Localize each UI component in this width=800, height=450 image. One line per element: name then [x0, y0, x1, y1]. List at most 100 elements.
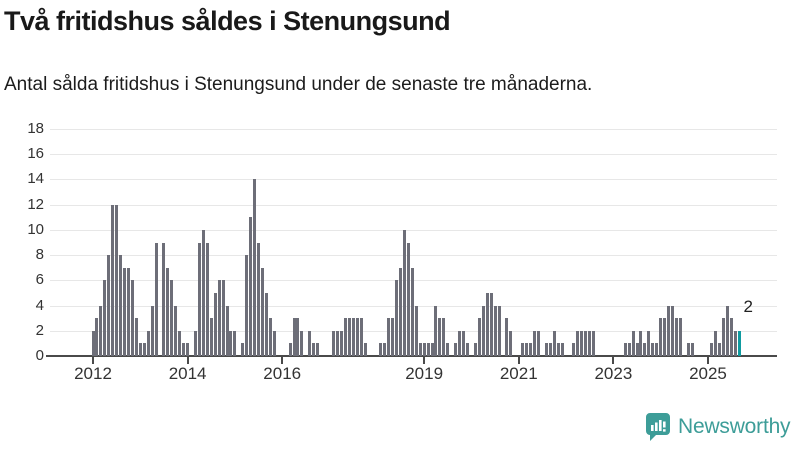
newsworthy-logo-text: Newsworthy: [678, 415, 791, 438]
x-axis-tick-label: 2014: [168, 364, 207, 383]
bar: [485, 292, 489, 356]
gridline: [50, 179, 777, 181]
bar: [130, 280, 134, 356]
bar: [438, 318, 442, 356]
bar: [197, 242, 201, 356]
bar: [205, 242, 209, 356]
bar: [663, 318, 667, 356]
bar: [91, 330, 95, 356]
bar: [123, 267, 127, 356]
bar: [134, 318, 138, 356]
bar: [718, 343, 722, 356]
bar: [355, 318, 359, 356]
bar: [249, 217, 253, 356]
bar: [316, 343, 320, 356]
bar: [651, 343, 655, 356]
bar: [146, 330, 150, 356]
bar: [312, 343, 316, 356]
bar: [477, 318, 481, 356]
bar: [241, 343, 245, 356]
bar: [576, 330, 580, 356]
bar: [548, 343, 552, 356]
bar: [292, 318, 296, 356]
bar: [308, 330, 312, 356]
bar: [674, 318, 678, 356]
bar: [655, 343, 659, 356]
x-axis-tick-label: 2021: [499, 364, 538, 383]
bar: [726, 305, 730, 356]
x-axis-tick-mark: [706, 357, 709, 364]
bar: [347, 318, 351, 356]
bar: [119, 255, 123, 356]
bar: [217, 280, 221, 356]
bar: [667, 305, 671, 356]
y-axis-tick-label: 6: [35, 271, 44, 289]
bar: [162, 242, 166, 356]
bar: [359, 318, 363, 356]
bar: [659, 318, 663, 356]
bar: [363, 343, 367, 356]
x-axis-line: [46, 355, 777, 358]
bar: [410, 267, 414, 356]
bar: [473, 343, 477, 356]
bar: [103, 280, 107, 356]
bar: [552, 330, 556, 356]
bar: [115, 204, 119, 356]
bar: [434, 305, 438, 356]
y-axis-tick-label: 18: [27, 120, 44, 138]
bar: [710, 343, 714, 356]
bar: [631, 330, 635, 356]
x-axis-tick-label: 2019: [405, 364, 444, 383]
bar: [170, 280, 174, 356]
bar: [678, 318, 682, 356]
gridline: [50, 255, 777, 257]
bar: [536, 330, 540, 356]
bar: [264, 292, 268, 356]
bar: [95, 318, 99, 356]
bar: [481, 305, 485, 356]
gridline: [50, 129, 777, 131]
highlighted-bar: [738, 330, 742, 356]
bar: [722, 318, 726, 356]
bar: [647, 330, 651, 356]
bar: [225, 305, 229, 356]
bar: [193, 330, 197, 356]
bar: [525, 343, 529, 356]
bar: [418, 343, 422, 356]
y-axis-tick-label: 4: [35, 296, 44, 314]
x-axis-tick-label: 2012: [74, 364, 112, 383]
bar: [379, 343, 383, 356]
x-axis-tick-mark: [281, 357, 284, 364]
bar: [588, 330, 592, 356]
y-axis-tick-label: 10: [27, 220, 44, 238]
newsworthy-logo[interactable]: Newsworthy: [645, 412, 791, 442]
bar: [398, 267, 402, 356]
bar: [426, 343, 430, 356]
bar: [339, 330, 343, 356]
bar: [627, 343, 631, 356]
bar: [556, 343, 560, 356]
bar: [209, 318, 213, 356]
bar: [383, 343, 387, 356]
bar: [126, 267, 130, 356]
bar: [343, 318, 347, 356]
y-axis-tick-label: 2: [35, 321, 44, 339]
bar: [296, 318, 300, 356]
bar: [182, 343, 186, 356]
x-axis-tick-mark: [92, 357, 94, 364]
bar: [335, 330, 339, 356]
bar: [671, 305, 675, 356]
bar: [138, 343, 142, 356]
bar: [221, 280, 225, 356]
bar: [245, 255, 249, 356]
bar: [186, 343, 190, 356]
bar: [544, 343, 548, 356]
bar: [466, 343, 470, 356]
bar: [142, 343, 146, 356]
bar: [402, 229, 406, 356]
bar: [458, 330, 462, 356]
bar: [213, 292, 217, 356]
bar: [454, 343, 458, 356]
bar: [387, 318, 391, 356]
bar: [233, 330, 237, 356]
